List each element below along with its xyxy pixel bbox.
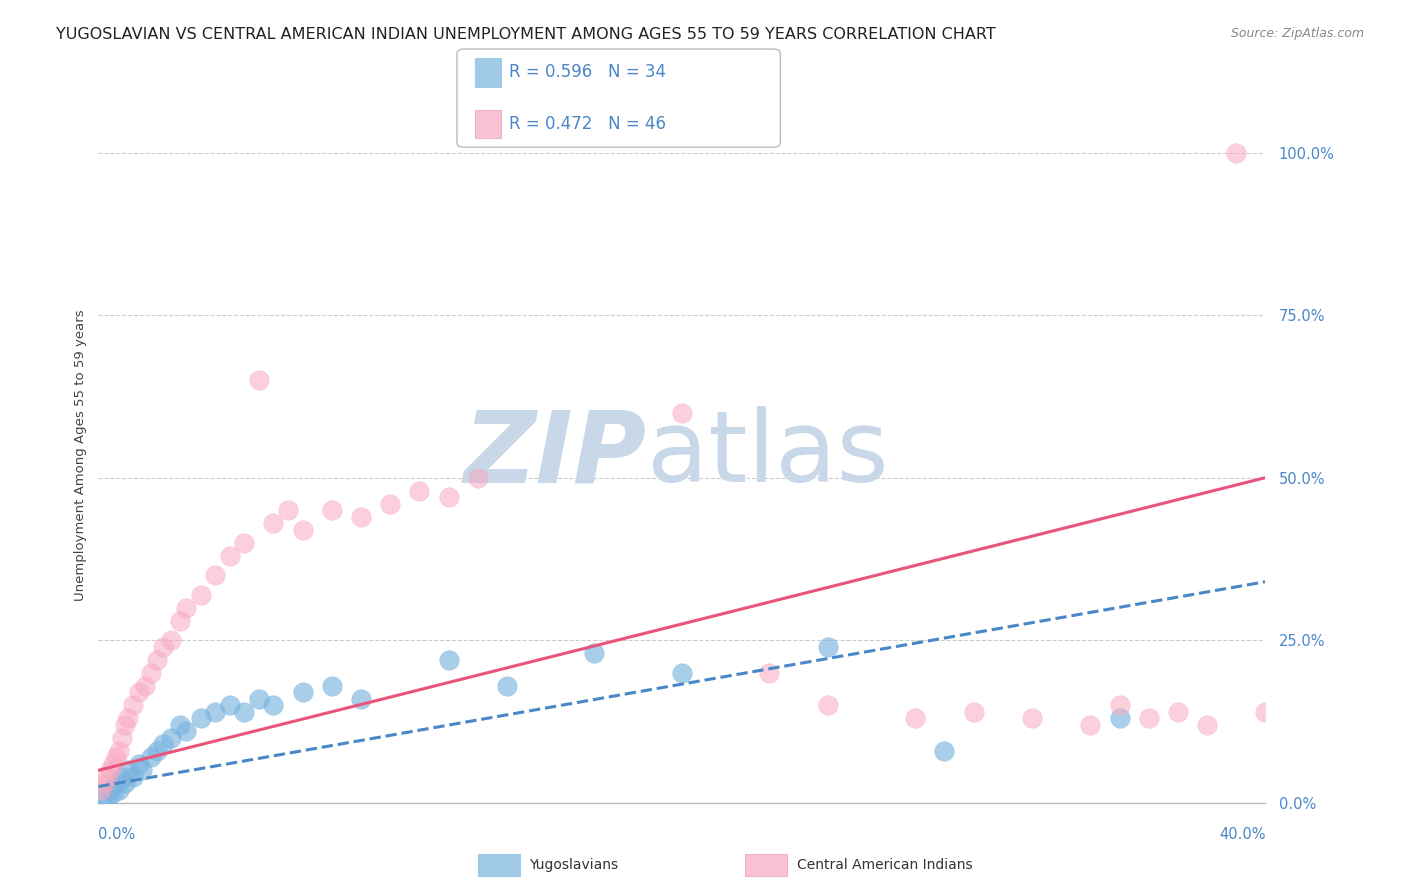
Point [962,705,984,719]
Text: YUGOSLAVIAN VS CENTRAL AMERICAN INDIAN UNEMPLOYMENT AMONG AGES 55 TO 59 YEARS CO: YUGOSLAVIAN VS CENTRAL AMERICAN INDIAN U… [56,27,995,42]
Text: R = 0.472   N = 46: R = 0.472 N = 46 [509,115,666,133]
Text: atlas: atlas [647,407,889,503]
Point [96,792,118,806]
Point [1254,705,1277,719]
Point [96,770,118,784]
Point [111,770,134,784]
Text: 40.0%: 40.0% [1219,827,1265,841]
Point [139,750,162,764]
Point [1108,698,1130,713]
Point [122,770,145,784]
Point [817,698,839,713]
Point [758,665,780,680]
Point [111,731,134,745]
Point [108,744,131,758]
Point [108,782,131,797]
Point [321,503,343,517]
Point [583,646,606,660]
Point [98,782,121,797]
Point [408,483,430,498]
Point [117,764,139,778]
Point [1021,711,1043,725]
Point [128,756,150,771]
Point [233,535,256,549]
Point [233,705,256,719]
Text: 0.0%: 0.0% [98,827,135,841]
Point [139,665,162,680]
Point [174,600,197,615]
Text: Yugoslavians: Yugoslavians [529,858,617,872]
Point [437,653,460,667]
Point [262,516,284,531]
Point [204,568,226,582]
Point [817,640,839,654]
Text: R = 0.596   N = 34: R = 0.596 N = 34 [509,63,666,81]
Point [169,718,191,732]
Point [93,789,115,804]
Point [247,691,270,706]
Point [152,737,174,751]
Point [174,724,197,739]
Point [131,764,153,778]
Point [101,756,124,771]
Text: Source: ZipAtlas.com: Source: ZipAtlas.com [1230,27,1364,40]
Point [350,509,373,524]
Point [104,776,127,790]
Point [1108,711,1130,725]
Point [117,711,139,725]
Point [146,744,169,758]
Point [321,679,343,693]
Point [291,523,314,537]
Point [134,679,156,693]
Point [350,691,373,706]
Point [262,698,284,713]
Point [218,549,240,563]
Point [128,685,150,699]
Point [495,679,517,693]
Y-axis label: Unemployment Among Ages 55 to 59 years: Unemployment Among Ages 55 to 59 years [75,310,87,600]
Point [1137,711,1160,725]
Point [934,744,956,758]
Point [114,718,136,732]
Point [1080,718,1102,732]
Point [671,406,693,420]
Point [1195,718,1218,732]
Point [101,786,124,800]
Point [169,614,191,628]
Point [93,776,115,790]
Point [190,711,212,725]
Point [467,471,489,485]
Point [160,731,183,745]
Point [291,685,314,699]
Text: ZIP: ZIP [464,407,647,503]
Point [146,653,169,667]
Point [218,698,240,713]
Point [378,497,402,511]
Point [1225,145,1247,160]
Point [122,698,145,713]
Point [160,633,183,648]
Text: Central American Indians: Central American Indians [797,858,973,872]
Point [671,665,693,680]
Point [90,782,112,797]
Point [114,776,136,790]
Point [1167,705,1189,719]
Point [247,373,270,387]
Point [277,503,299,517]
Point [152,640,174,654]
Point [104,750,127,764]
Point [98,764,121,778]
Point [904,711,927,725]
Point [437,490,460,504]
Point [204,705,226,719]
Point [190,588,212,602]
